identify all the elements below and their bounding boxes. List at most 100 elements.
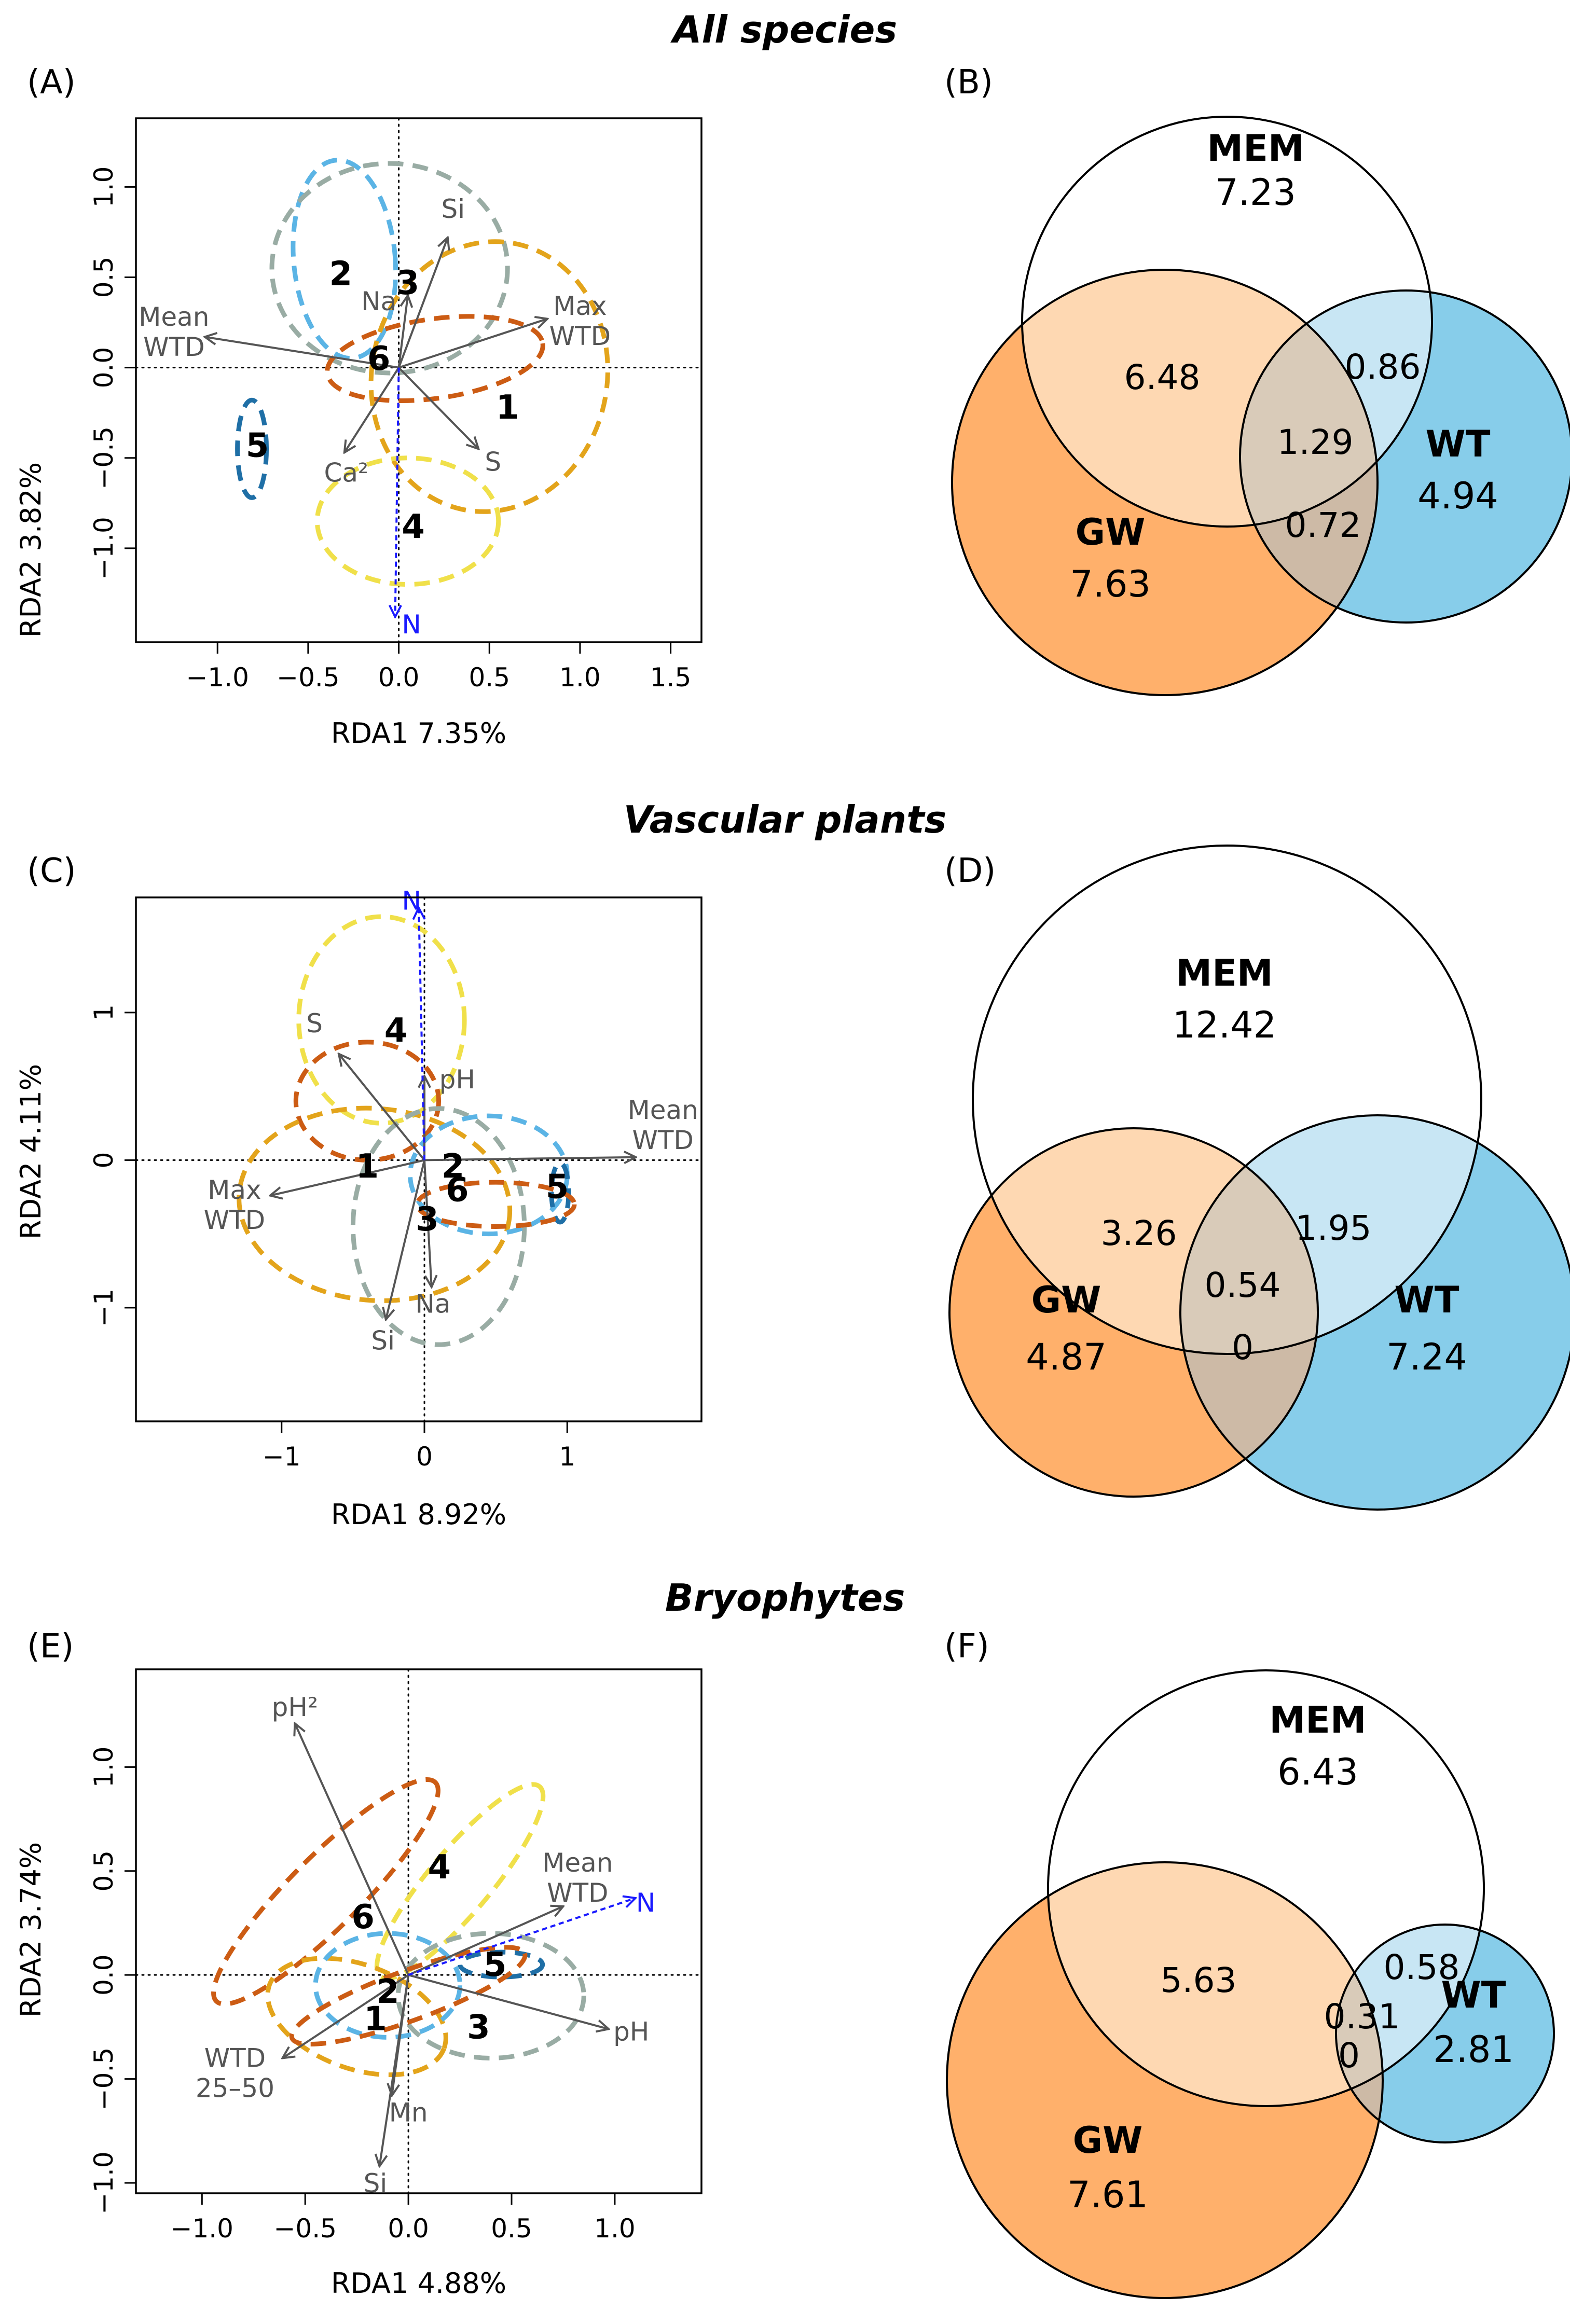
x-axis-title: RDA1 8.92% [331, 1498, 506, 1531]
venn-all-value: 1.29 [1277, 422, 1354, 462]
venn-all-region-inner [1240, 290, 1378, 527]
env-arrow-label: N [636, 1888, 655, 1918]
group-1-ellipse [237, 1105, 513, 1303]
group-4-ellipse [296, 914, 467, 1126]
panel-letter-f: (F) [944, 1627, 989, 1666]
venn-all-value: 0.54 [1205, 1265, 1281, 1305]
group-ellipses [235, 158, 610, 587]
venn-gw-outline [946, 1861, 1384, 2299]
group-1-ellipse [265, 1956, 448, 2078]
venn-gw-mem-region [973, 1128, 1318, 1354]
env-arrow-label: pH [439, 1064, 475, 1095]
env-arrow-label: Na [416, 1289, 451, 1319]
section-title-bryophytes: Bryophytes [665, 1576, 905, 1620]
group-ellipses [237, 914, 577, 1347]
x-tick-label: 0.0 [378, 662, 420, 693]
y-tick-label: 0.5 [89, 1850, 119, 1892]
venn-all-value: 0.31 [1324, 1997, 1400, 2037]
group-6-ellipse [415, 1180, 577, 1229]
venn-mem-name: MEM [1176, 952, 1273, 994]
group-label-3: 3 [467, 2008, 490, 2046]
venn-mem-wt-fill [1180, 1115, 1481, 1354]
group-5-ellipse [458, 1949, 545, 1980]
y-tick-label: 1 [89, 1004, 119, 1021]
venn-all-region-outer [1240, 290, 1378, 527]
env-arrow-label: Na [361, 286, 396, 316]
group-5-ellipse [235, 397, 269, 500]
venn-all-fill [1240, 290, 1378, 527]
x-tick-label: −1.0 [186, 662, 249, 693]
group-ellipses [211, 1777, 586, 2078]
env-arrow-label: WTD [632, 1125, 693, 1155]
panel-letter-b: (B) [944, 63, 993, 102]
env-arrow-n [395, 367, 399, 617]
group-label-6: 6 [446, 1171, 469, 1209]
venn-gw-name: GW [1073, 2119, 1143, 2162]
x-tick-label: 1.0 [594, 2214, 636, 2244]
env-arrow-si [386, 1159, 425, 1319]
x-tick-label: −0.5 [273, 2214, 336, 2244]
group-label-4: 4 [428, 1848, 451, 1887]
panel-letter-a: (A) [27, 63, 76, 102]
env-arrow-n [419, 908, 424, 1160]
x-axis-title: RDA1 7.35% [331, 717, 506, 750]
env-arrow-label: Mn [389, 2098, 428, 2128]
group-label-2: 2 [376, 1973, 400, 2011]
venn-wt-value: 7.24 [1386, 1336, 1467, 1378]
venn-mem-wt-region [1180, 1115, 1481, 1354]
env-arrow-label: Mean [139, 302, 209, 332]
venn-gw-value: 4.87 [1026, 1336, 1107, 1378]
group-label-1: 1 [364, 2000, 387, 2038]
env-arrow-label: WTD [549, 321, 611, 351]
y-axis-title: RDA2 4.11% [15, 1064, 47, 1239]
y-axis-title: RDA2 3.82% [15, 462, 47, 638]
y-tick-label: 1.0 [89, 1747, 119, 1788]
venn-mem-outline [972, 845, 1482, 1355]
venn-mem-outline [1021, 116, 1433, 528]
env-arrow-maxwtd [270, 1159, 425, 1195]
env-arrow-label: Mean [628, 1095, 698, 1125]
venn-gw-outline [951, 269, 1379, 696]
group-label-3: 3 [416, 1200, 439, 1239]
env-arrow-label: S [306, 1008, 323, 1039]
venn-mem-name: MEM [1269, 1699, 1366, 1741]
env-arrow-label: Ca² [324, 458, 368, 488]
y-tick-label: −0.5 [89, 2048, 119, 2110]
venn-wt-outline [1179, 1114, 1570, 1511]
x-tick-label: 0.5 [491, 2214, 532, 2244]
env-arrow-label: N [402, 886, 421, 916]
venn-mem-wt-value: 0.58 [1384, 1947, 1460, 1987]
venn-mem-value: 12.42 [1173, 1004, 1276, 1046]
env-arrow-label: Mean [542, 1848, 613, 1878]
group-5-ellipse [549, 1160, 571, 1225]
env-arrow-meanwtd [408, 1906, 563, 1976]
group-1-ellipse [368, 239, 610, 514]
venn-mem-outline [1047, 1669, 1485, 2107]
group-2-ellipse [313, 1931, 463, 2040]
y-tick-label: −1.0 [89, 2151, 119, 2214]
venn-wt-outline [1239, 289, 1570, 624]
group-label-3: 3 [396, 264, 420, 302]
x-tick-label: 0 [416, 1442, 433, 1472]
y-tick-label: −1.0 [89, 517, 119, 579]
env-arrow-na [423, 1160, 432, 1287]
venn-mem-wt-value: 1.95 [1296, 1208, 1372, 1248]
section-title-vascular-plants: Vascular plants [624, 798, 947, 841]
env-arrow-na [397, 295, 408, 368]
x-tick-label: 1.0 [559, 662, 601, 693]
env-arrow-label: pH [613, 2016, 649, 2046]
env-arrow-meanwtd [205, 337, 399, 369]
plot-frame [135, 1668, 703, 2194]
env-arrow-label: Max [208, 1175, 261, 1205]
x-tick-label: 0.5 [469, 662, 510, 693]
env-arrow-wtd2550 [282, 1974, 409, 2058]
venn-gw-wt-value: 0.72 [1285, 505, 1361, 545]
panel-letter-c: (C) [27, 852, 76, 890]
env-arrow-n [408, 1898, 636, 1976]
